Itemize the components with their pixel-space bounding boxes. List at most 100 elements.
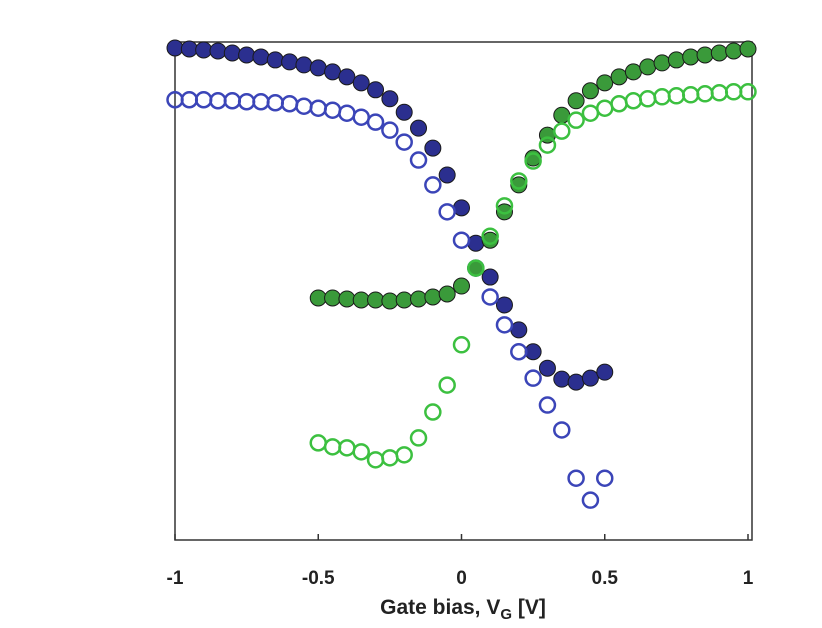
open-marker [280, 95, 299, 113]
open-marker [481, 288, 499, 306]
filled-marker [467, 234, 485, 252]
x-tick-label: 0 [456, 568, 467, 589]
filled-marker [338, 290, 356, 308]
filled-marker [324, 63, 342, 81]
filled-marker [653, 54, 671, 72]
open-marker [624, 92, 643, 110]
open-marker [638, 90, 657, 108]
x-tick-label: -0.5 [302, 568, 335, 589]
filled-marker [195, 41, 213, 59]
filled-marker [739, 40, 757, 58]
filled-marker [538, 359, 556, 377]
open-marker [596, 469, 614, 487]
open-marker [581, 104, 600, 122]
open-marker [553, 122, 571, 140]
open-marker [452, 336, 471, 354]
open-marker [252, 93, 270, 111]
x-tick-label: 1 [743, 568, 754, 589]
open-marker [209, 92, 227, 110]
open-marker [724, 83, 743, 101]
open-marker [438, 203, 456, 221]
open-marker [409, 151, 428, 169]
x-label-subscript: G [500, 606, 512, 623]
filled-marker [395, 291, 413, 309]
filled-marker [553, 370, 571, 388]
filled-marker [510, 176, 528, 194]
open-marker [223, 92, 242, 110]
filled-marker [667, 51, 685, 69]
filled-marker [295, 56, 313, 74]
open-marker [567, 111, 585, 129]
filled-marker [481, 231, 499, 249]
open-marker [524, 152, 542, 170]
filled-marker [352, 74, 370, 92]
filled-marker [438, 285, 456, 303]
filled-marker [324, 289, 342, 307]
open-marker [338, 439, 356, 457]
open-marker [667, 87, 686, 105]
filled-marker [453, 277, 470, 295]
open-marker [237, 93, 256, 111]
x-label-main: Gate bias, V [380, 596, 500, 619]
filled-marker [610, 68, 628, 86]
filled-marker [424, 139, 442, 157]
filled-marker [309, 289, 327, 307]
open-marker [596, 99, 614, 117]
open-marker [510, 172, 528, 190]
open-marker [309, 434, 327, 452]
x-tick-label: 0.5 [592, 568, 619, 589]
filled-marker [352, 291, 370, 309]
filled-marker [495, 296, 513, 314]
open-marker [309, 99, 327, 117]
x-label-unit: [V] [512, 596, 546, 619]
filled-marker [223, 44, 241, 62]
filled-marker [495, 203, 513, 221]
open-marker [323, 438, 342, 456]
open-marker [366, 451, 385, 469]
filled-marker [581, 369, 599, 387]
filled-marker [367, 291, 385, 309]
plot-frame [174, 41, 753, 541]
filled-marker [381, 292, 399, 310]
filled-marker [395, 103, 413, 121]
open-marker [180, 91, 199, 109]
open-marker [366, 113, 385, 131]
open-marker [438, 376, 456, 394]
filled-marker [639, 58, 657, 76]
open-marker [696, 85, 714, 103]
open-marker [467, 259, 485, 277]
x-tick-label: -1 [167, 568, 184, 589]
open-marker [352, 443, 370, 461]
filled-marker [424, 288, 442, 306]
open-marker [381, 449, 399, 467]
open-marker [710, 84, 729, 102]
open-marker [338, 104, 356, 122]
open-marker [524, 369, 542, 387]
filled-marker [166, 39, 184, 57]
open-marker [295, 97, 313, 115]
filled-marker [209, 42, 227, 60]
open-marker [266, 94, 285, 112]
open-marker [323, 101, 342, 119]
filled-marker [309, 59, 327, 77]
open-marker [495, 316, 514, 334]
filled-marker [710, 44, 728, 62]
open-marker [653, 88, 671, 106]
open-marker [553, 421, 571, 439]
open-marker [567, 469, 585, 487]
filled-marker [624, 63, 642, 81]
open-marker [424, 403, 442, 421]
x-axis-label: Gate bias, VG [V] [380, 596, 546, 623]
open-marker [481, 227, 499, 245]
filled-marker [338, 68, 356, 86]
open-marker [166, 91, 184, 109]
open-marker [409, 429, 428, 447]
open-marker [510, 343, 528, 361]
filled-marker [696, 46, 714, 64]
open-marker [538, 396, 557, 414]
filled-marker [725, 42, 743, 60]
filled-marker [238, 46, 256, 64]
filled-marker [453, 199, 470, 217]
open-marker [352, 108, 370, 126]
